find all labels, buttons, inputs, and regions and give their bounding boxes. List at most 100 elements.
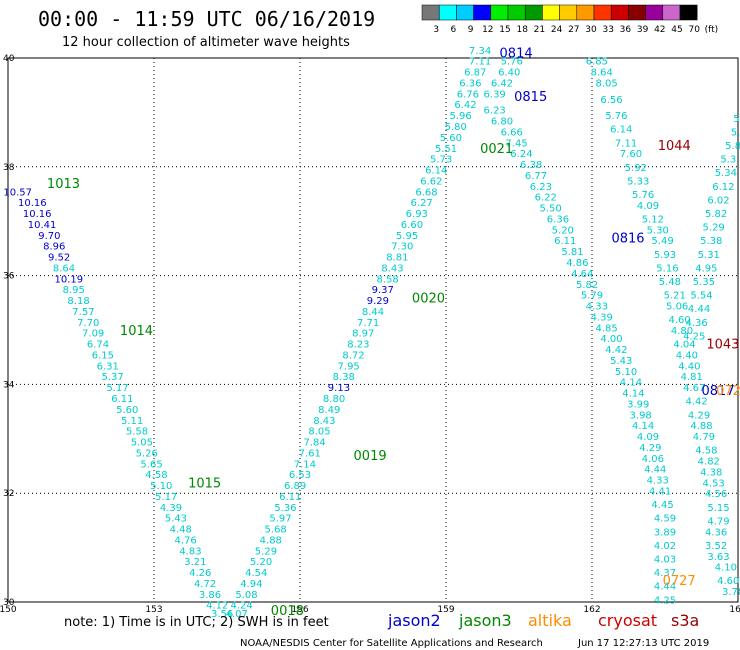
wave-height-point: 4.42 <box>605 345 627 356</box>
wave-height-point: 5.38 <box>700 236 722 247</box>
wave-height-point: 5.16 <box>656 263 678 274</box>
colorbar-label: 6 <box>451 25 457 35</box>
x-tick-label: 153 <box>145 605 162 615</box>
wave-height-point: 4.85 <box>595 323 617 334</box>
pass-time-label: 0726 <box>716 384 740 399</box>
wave-height-point: 5.96 <box>449 111 471 122</box>
wave-height-point: 5. <box>733 114 740 125</box>
wave-height-point: 5.80 <box>445 122 467 133</box>
x-tick-label: 150 <box>0 605 17 615</box>
wave-height-point: 7.71 <box>357 318 379 329</box>
wave-height-point: 4.40 <box>676 350 698 361</box>
wave-height-point: 8.72 <box>342 350 364 361</box>
wave-height-point: 6.14 <box>425 166 447 177</box>
colorbar-label: 42 <box>654 25 665 35</box>
colorbar-swatch <box>559 4 578 21</box>
wave-height-point: 10.16 <box>23 209 52 220</box>
wave-height-point: 5. <box>731 127 740 138</box>
colorbar-label: 24 <box>551 25 563 35</box>
wave-height-point: 4.83 <box>179 546 201 557</box>
wave-height-point: 4.59 <box>654 514 676 525</box>
wave-height-point: 5.60 <box>116 405 138 416</box>
wave-height-point: 8.49 <box>318 405 340 416</box>
wave-height-point: 6.53 <box>289 470 311 481</box>
wave-height-point: 5.79 <box>581 291 603 302</box>
wave-height-point: 6.12 <box>712 182 734 193</box>
x-tick-label: 159 <box>437 605 454 615</box>
wave-height-point: 8.43 <box>313 416 335 427</box>
wave-height-point: 10.57 <box>3 187 32 198</box>
wave-height-point: 5.76 <box>501 57 523 68</box>
wave-height-point: 4.12 <box>206 601 228 612</box>
wave-height-point: 6.23 <box>530 182 552 193</box>
wave-height-point: 4.33 <box>647 476 669 487</box>
wave-height-point: 9.13 <box>328 383 350 394</box>
wave-height-point: 4.03 <box>654 554 676 565</box>
wave-height-point: 5.73 <box>430 155 452 166</box>
wave-height-point: 5.08 <box>235 590 257 601</box>
colorbar-swatch <box>456 4 474 21</box>
mission-label: jason3 <box>458 611 512 630</box>
wave-height-point: 5.8 <box>725 141 740 152</box>
wave-height-point: 6.39 <box>484 89 506 100</box>
wave-height-point: 5.20 <box>250 557 272 568</box>
wave-height-point: 7.61 <box>299 448 321 459</box>
pass-time-labels: 1013 1014 1015 0018 0019 0020 0021 0814 0815 0816… <box>47 47 740 620</box>
wave-height-point: 6.27 <box>411 198 433 209</box>
pass-time-label: 0020 <box>412 291 445 306</box>
wave-height-point: 4.36 <box>705 527 727 538</box>
wave-height-point: 4.24 <box>230 601 252 612</box>
x-tick-label: 165 <box>729 605 740 615</box>
wave-height-point: 7.70 <box>77 318 99 329</box>
colorbar-legend: 3 6 9 12 15 18 21 24 27 30 33 36 39 42 45 70 (ft) <box>421 4 718 35</box>
wave-height-point: 8.64 <box>591 68 613 79</box>
wave-height-point: 8.97 <box>352 329 374 340</box>
wave-height-point: 5.48 <box>659 277 681 288</box>
wave-height-point: 3.89 <box>654 527 676 538</box>
pass-time-label: 1044 <box>658 139 691 154</box>
colorbar-swatch <box>679 4 698 21</box>
y-tick-label: 36 <box>3 272 15 282</box>
pass-time-label: 1014 <box>120 324 153 339</box>
wave-height-point: 6.24 <box>510 149 532 160</box>
mission-label: cryosat <box>598 611 657 630</box>
wave-height-point: 6.62 <box>420 176 442 187</box>
colorbar-label: 18 <box>516 25 528 35</box>
wave-height-point: 6.40 <box>498 68 520 79</box>
wave-height-point: 5.82 <box>705 209 727 220</box>
wave-height-point: 7.34 <box>469 46 491 57</box>
pass-time-label: 1043 <box>706 338 739 353</box>
wave-height-point: 6.93 <box>406 209 428 220</box>
wave-height-point: 8.96 <box>43 242 65 253</box>
wave-height-point: 8.64 <box>53 263 75 274</box>
axis-tick-labels: 150 153 156 159 162 165 30 32 34 36 38 40 <box>0 54 740 615</box>
wave-height-point: 4.38 <box>700 467 722 478</box>
wave-height-point: 4.33 <box>586 302 608 313</box>
wave-height-point: 4.14 <box>622 389 644 400</box>
timestamp-text: Jun 17 12:27:13 UTC 2019 <box>577 638 709 649</box>
wave-height-point: 8.95 <box>63 285 85 296</box>
wave-height-point: 4.29 <box>688 410 710 421</box>
pass-time-label: 0021 <box>480 142 513 157</box>
wave-height-point: 6.23 <box>484 106 506 117</box>
colorbar-label: 45 <box>671 25 682 35</box>
wave-height-point: 6.77 <box>525 171 547 182</box>
wave-height-point: 5.60 <box>440 133 462 144</box>
colorbar-swatch <box>507 4 526 21</box>
wave-height-point: 4.64 <box>571 269 593 280</box>
wave-height-point: 5.51 <box>435 144 457 155</box>
wave-height-point: 5.33 <box>627 176 649 187</box>
wave-height-point: 4.80 <box>671 326 693 337</box>
colorbar-swatch <box>473 4 492 21</box>
colorbar-label: 39 <box>637 25 649 35</box>
wave-height-point: 10.16 <box>18 198 47 209</box>
wave-height-point: 6.89 <box>284 481 306 492</box>
wave-height-point: 6.68 <box>415 187 437 198</box>
wave-height-point: 6.60 <box>401 220 423 231</box>
wave-height-point: 4.56 <box>705 489 727 500</box>
wave-height-point: 5.29 <box>255 546 277 557</box>
wave-height-point: 3.52 <box>705 541 727 552</box>
wave-height-point: 8.05 <box>308 427 330 438</box>
wave-height-point: 4.09 <box>637 201 659 212</box>
wave-height-point: 5.65 <box>140 459 162 470</box>
